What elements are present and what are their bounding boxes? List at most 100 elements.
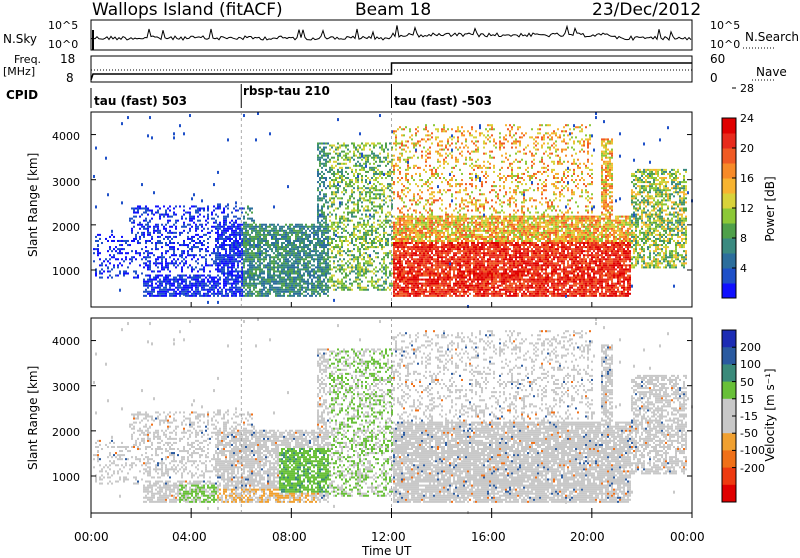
heatmap-cell xyxy=(135,277,137,279)
heatmap-cell xyxy=(421,246,423,248)
heatmap-cell xyxy=(243,281,245,283)
heatmap-cell xyxy=(323,226,325,228)
heatmap-cell xyxy=(361,258,363,260)
heatmap-cell xyxy=(385,266,387,268)
heatmap-cell xyxy=(419,179,421,181)
heatmap-cell xyxy=(303,252,305,254)
heatmap-cell xyxy=(219,264,221,266)
heatmap-cell xyxy=(145,207,147,209)
heatmap-cell xyxy=(323,159,325,161)
heatmap-cell xyxy=(297,266,299,268)
heatmap-cell xyxy=(389,195,391,197)
heatmap-cell xyxy=(439,161,441,163)
heatmap-cell xyxy=(373,214,375,216)
heatmap-cell xyxy=(431,197,433,199)
heatmap-cell xyxy=(413,193,415,195)
heatmap-cell xyxy=(401,128,403,130)
heatmap-cell xyxy=(301,264,303,266)
heatmap-cell xyxy=(95,272,97,274)
heatmap-cell xyxy=(323,244,325,246)
heatmap-cell xyxy=(119,272,121,274)
heatmap-cell xyxy=(439,140,441,142)
heatmap-cell xyxy=(385,157,387,159)
heatmap-cell xyxy=(237,264,239,266)
heatmap-cell xyxy=(203,287,205,289)
heatmap-cell xyxy=(161,281,163,283)
heatmap-cell xyxy=(411,254,413,256)
heatmap-cell xyxy=(319,191,321,193)
heatmap-cell xyxy=(341,232,343,234)
heatmap-cell xyxy=(373,171,375,173)
heatmap-cell xyxy=(239,246,241,248)
heatmap-cell xyxy=(237,266,239,268)
heatmap-cell xyxy=(263,266,265,268)
heatmap-cell xyxy=(225,272,227,274)
heatmap-cell xyxy=(225,236,227,238)
heatmap-cell xyxy=(379,224,381,226)
heatmap-cell xyxy=(231,230,233,232)
heatmap-cell xyxy=(153,287,155,289)
heatmap-cell xyxy=(397,191,399,193)
heatmap-cell xyxy=(341,173,343,175)
heatmap-cell xyxy=(247,295,249,297)
heatmap-cell xyxy=(223,283,225,285)
heatmap-cell xyxy=(259,250,261,252)
heatmap-cell xyxy=(395,244,397,246)
heatmap-cell xyxy=(357,181,359,183)
heatmap-cell xyxy=(285,232,287,234)
heatmap-cell xyxy=(249,254,251,256)
heatmap-cell xyxy=(305,287,307,289)
heatmap-cell xyxy=(347,218,349,220)
heatmap-cell xyxy=(403,272,405,274)
heatmap-cell xyxy=(363,157,365,159)
heatmap-cell xyxy=(213,291,215,293)
heatmap-cell xyxy=(361,142,363,144)
heatmap-cell xyxy=(361,236,363,238)
heatmap-cell xyxy=(385,159,387,161)
heatmap-cell xyxy=(345,272,347,274)
heatmap-cell xyxy=(249,287,251,289)
heatmap-cell xyxy=(427,250,429,252)
heatmap-cell xyxy=(183,230,185,232)
heatmap-cell xyxy=(433,191,435,193)
heatmap-cell xyxy=(431,234,433,236)
heatmap-cell xyxy=(339,163,341,165)
heatmap-cell xyxy=(395,268,397,270)
heatmap-cell xyxy=(219,254,221,256)
heatmap-cell xyxy=(435,254,437,256)
heatmap-cell xyxy=(399,281,401,283)
heatmap-cell xyxy=(329,212,331,214)
heatmap-cell xyxy=(149,116,151,119)
heatmap-cell xyxy=(367,222,369,224)
heatmap-cell xyxy=(327,281,329,283)
heatmap-cell xyxy=(365,155,367,157)
heatmap-cell xyxy=(161,283,163,285)
heatmap-cell xyxy=(373,197,375,199)
heatmap-cell xyxy=(419,236,421,238)
heatmap-cell xyxy=(201,224,203,226)
heatmap-cell xyxy=(97,254,99,256)
heatmap-cell xyxy=(219,268,221,270)
heatmap-cell xyxy=(245,222,247,224)
heatmap-cell xyxy=(367,142,369,144)
heatmap-cell xyxy=(415,291,417,293)
heatmap-cell xyxy=(343,240,345,242)
heatmap-cell xyxy=(207,218,209,220)
heatmap-cell xyxy=(161,252,163,254)
heatmap-cell xyxy=(223,230,225,232)
heatmap-cell xyxy=(261,295,263,297)
heatmap-cell xyxy=(431,268,433,270)
heatmap-cell xyxy=(337,281,339,283)
heatmap-cell xyxy=(259,236,261,238)
heatmap-cell xyxy=(309,262,311,264)
heatmap-cell xyxy=(337,171,339,173)
heatmap-cell xyxy=(405,161,407,163)
heatmap-cell xyxy=(437,254,439,256)
heatmap-cell xyxy=(239,281,241,283)
heatmap-cell xyxy=(429,277,431,279)
heatmap-cell xyxy=(429,232,431,234)
heatmap-cell xyxy=(405,277,407,279)
heatmap-cell xyxy=(225,295,227,297)
heatmap-cell xyxy=(365,181,367,183)
heatmap-cell xyxy=(227,207,229,209)
